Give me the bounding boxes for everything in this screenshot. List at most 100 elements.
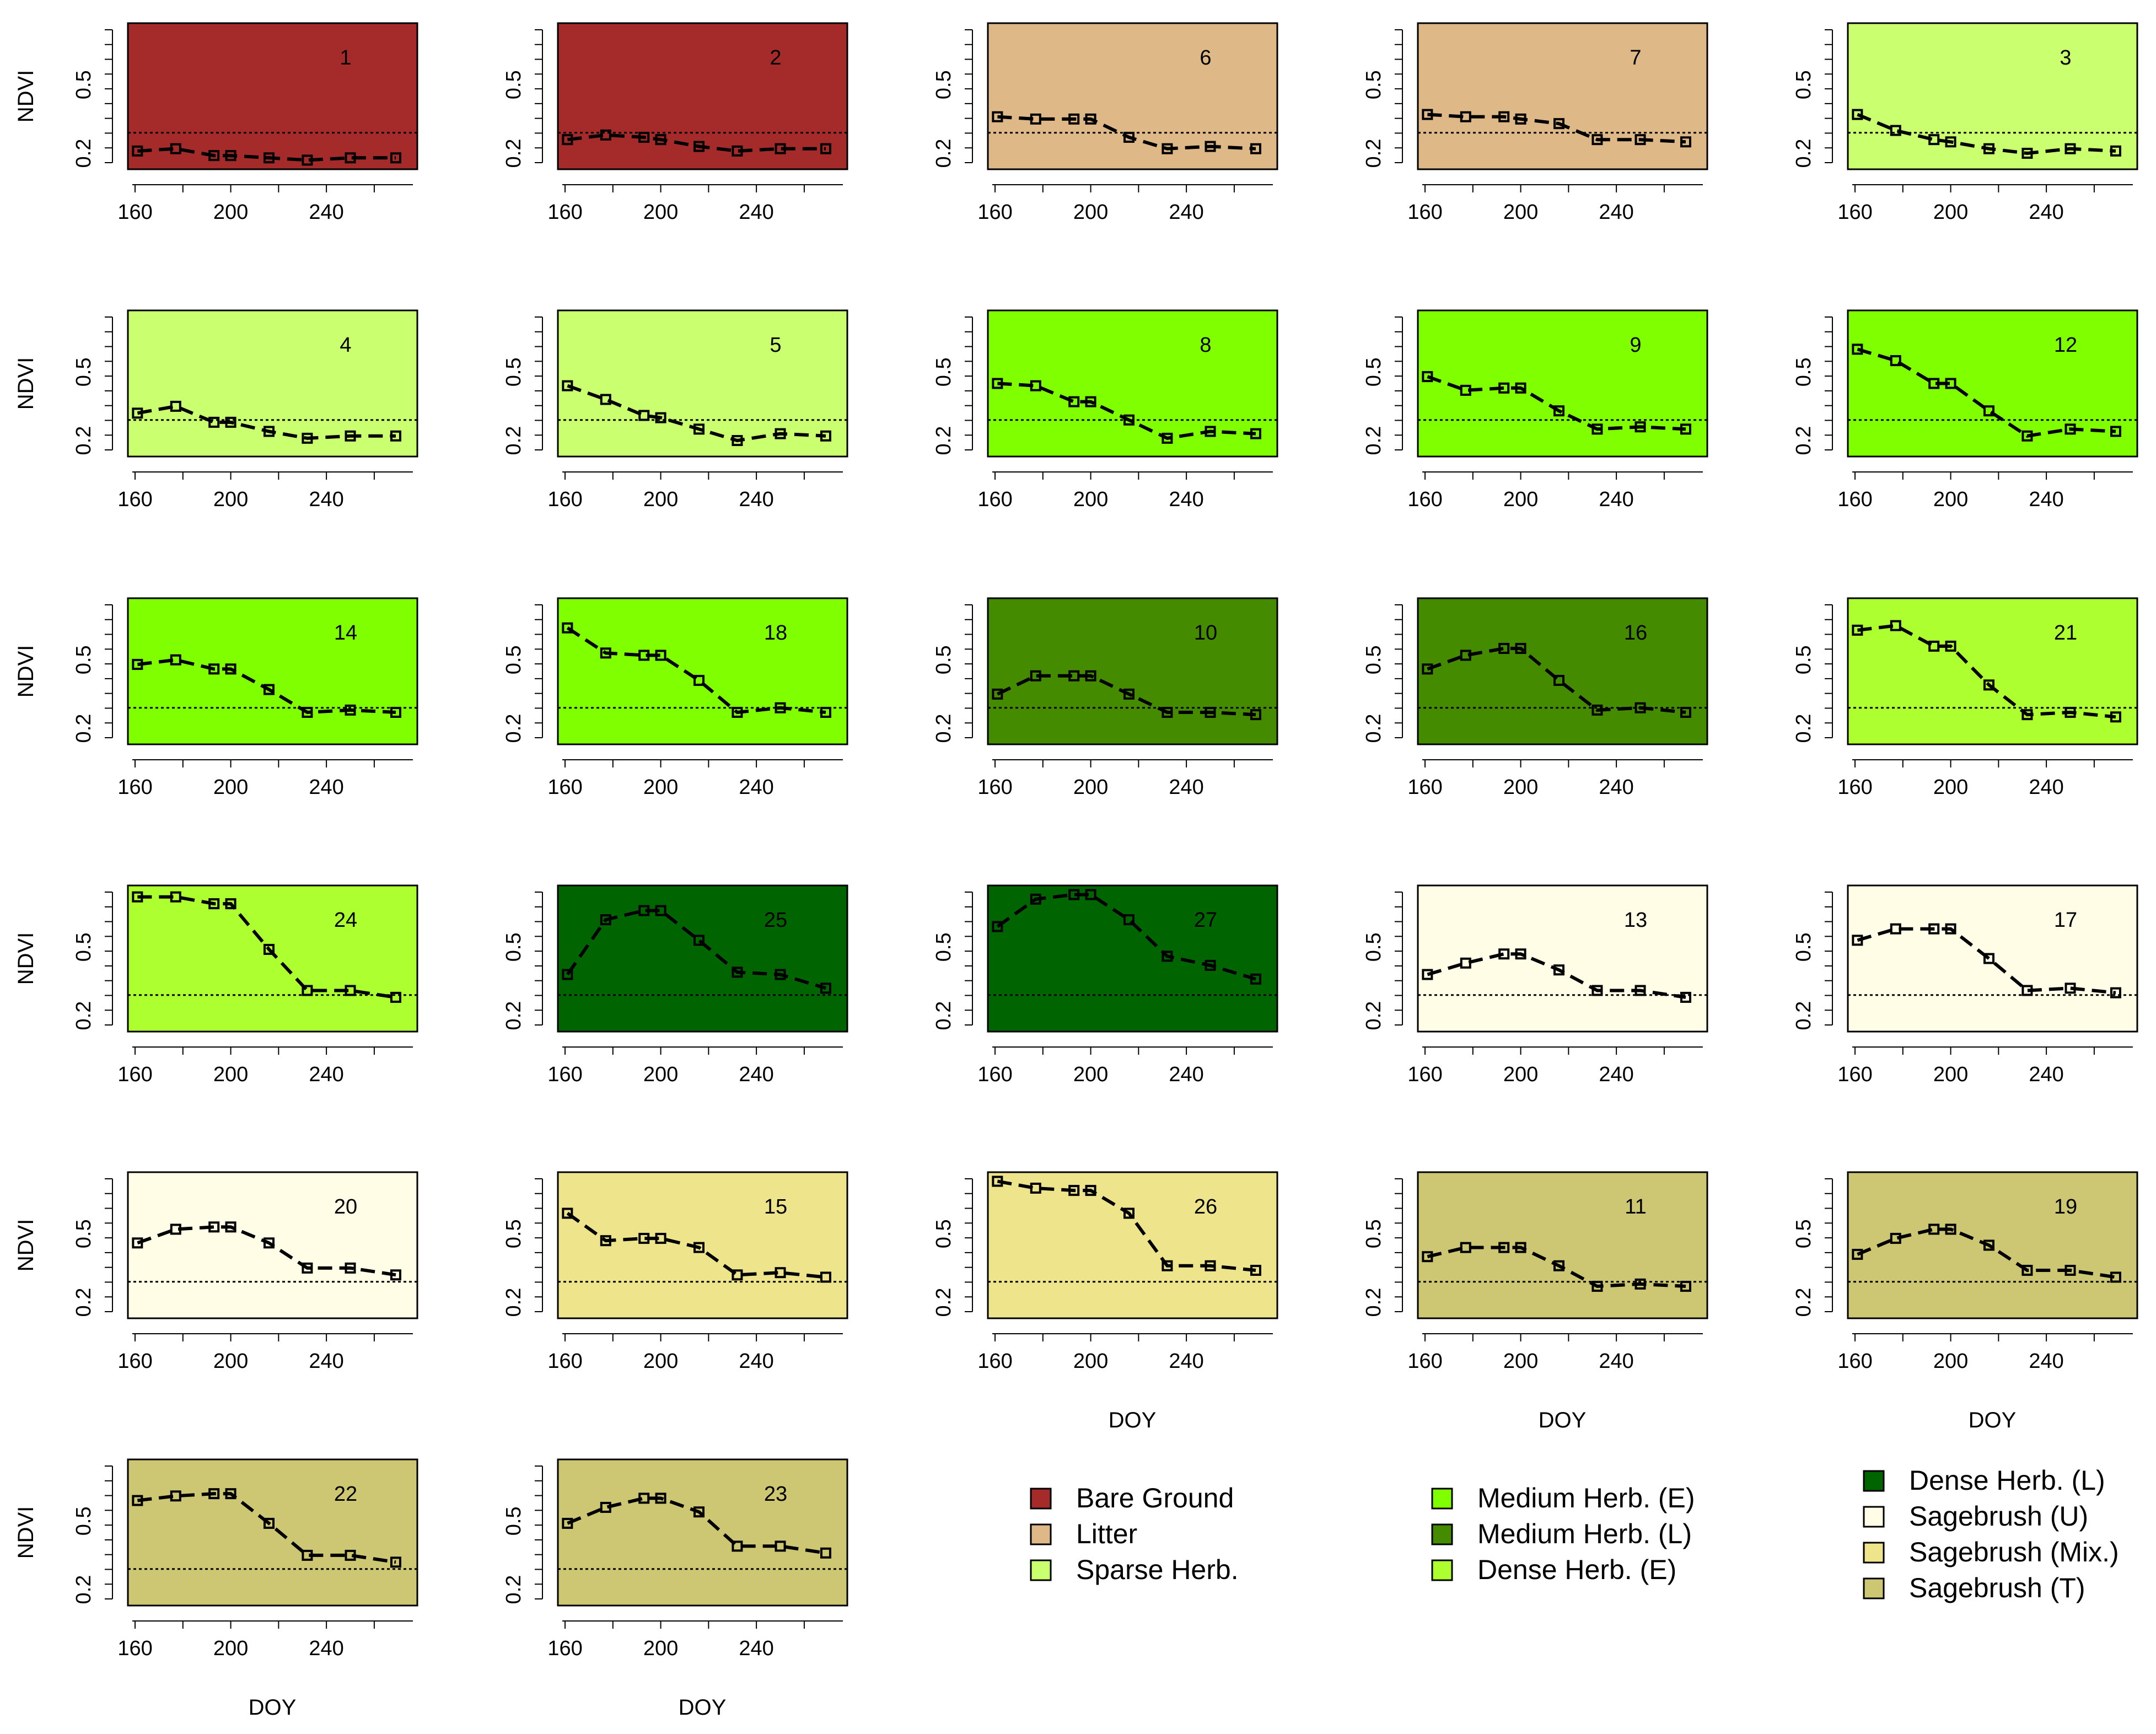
data-point — [1515, 948, 1526, 960]
x-tick-label: 240 — [739, 201, 773, 224]
data-point — [1422, 371, 1433, 383]
panel-frame — [127, 1171, 418, 1319]
panel-label: 21 — [2054, 621, 2077, 645]
data-point — [1983, 143, 1994, 154]
x-tick-label: 160 — [1837, 776, 1872, 799]
y-tick-label: 0.2 — [1362, 139, 1385, 168]
y-axis-title: NDVI — [14, 70, 38, 123]
panel-label: 5 — [770, 334, 781, 357]
panel-8: 8 0.2 0.5 160 200 240 — [932, 309, 1278, 511]
data-point — [1592, 704, 1603, 716]
panel-15: 15 0.2 0.5 160 200 240 — [502, 1171, 848, 1373]
ndvi-series-line — [567, 384, 826, 443]
panel-frame — [1847, 22, 2138, 170]
data-point — [1068, 396, 1080, 407]
x-tick-label: 200 — [643, 1637, 678, 1660]
legend-item: Sagebrush (U) — [1863, 1501, 2088, 1532]
data-point — [208, 898, 220, 910]
data-point — [1945, 923, 1956, 935]
data-point — [1945, 136, 1956, 148]
y-tick-label: 0.2 — [72, 139, 95, 168]
data-point — [2021, 148, 2033, 159]
panel-frame — [987, 597, 1278, 745]
data-point — [1515, 382, 1526, 394]
data-point — [1553, 964, 1564, 976]
ndvi-series-line — [566, 909, 826, 990]
panel-20: 20 0.2 0.5 NDVI 160 200 240 — [14, 1171, 418, 1373]
y-axis-title: NDVI — [14, 1506, 38, 1559]
data-point — [1553, 1260, 1564, 1271]
x-tick-label: 160 — [547, 1350, 582, 1373]
data-point — [2110, 987, 2121, 998]
panel-background — [558, 885, 847, 1032]
panel-4: 4 0.2 0.5 NDVI 160 200 240 — [14, 309, 418, 511]
x-tick-label: 240 — [2029, 1063, 2063, 1086]
data-point — [1460, 957, 1471, 969]
data-point — [562, 1207, 573, 1219]
ndvi-series-line — [137, 147, 396, 162]
data-point — [2110, 1271, 2121, 1283]
data-point — [775, 702, 786, 713]
ndvi-series-line — [566, 1212, 826, 1279]
panel-frame — [1417, 597, 1708, 745]
data-point — [2021, 985, 2033, 996]
data-point — [693, 141, 705, 152]
y-tick-label: 0.2 — [1792, 139, 1815, 168]
data-point — [820, 143, 831, 154]
data-point — [638, 410, 650, 421]
data-point — [1205, 141, 1216, 152]
legend-item: Bare Ground — [1030, 1483, 1234, 1513]
data-point — [1085, 396, 1096, 407]
data-point — [1250, 1265, 1261, 1276]
data-point — [992, 1175, 1003, 1187]
panel-5: 5 0.2 0.5 160 200 240 — [502, 309, 848, 511]
panel-11: 11 0.2 0.5 160 200 240 DOY — [1362, 1171, 1708, 1432]
y-tick-label: 0.5 — [502, 932, 525, 962]
x-tick-label: 160 — [1407, 776, 1442, 799]
panel-frame — [1847, 1171, 2138, 1319]
panel-frame — [557, 1458, 848, 1607]
legend-swatch — [1863, 1506, 1885, 1528]
x-tick-label: 240 — [309, 1063, 343, 1086]
data-point — [2021, 1265, 2033, 1276]
data-point — [1123, 132, 1135, 143]
panel-background — [558, 1459, 847, 1606]
panel-label: 10 — [1194, 621, 1217, 645]
panel-26: 26 0.2 0.5 160 200 240 DOY — [932, 1171, 1278, 1432]
y-tick-label: 0.5 — [1362, 645, 1385, 674]
data-point — [693, 1506, 705, 1518]
y-tick-label: 0.5 — [502, 1506, 525, 1536]
x-tick-label: 200 — [1933, 488, 1968, 511]
panel-label: 8 — [1200, 334, 1211, 357]
x-tick-label: 240 — [739, 1350, 773, 1373]
y-tick-label: 0.5 — [932, 70, 955, 99]
legend-swatch — [1030, 1488, 1052, 1510]
ndvi-series-line — [1857, 1227, 2116, 1279]
ndvi-series-line — [566, 626, 826, 715]
x-tick-label: 160 — [117, 201, 152, 224]
x-tick-label: 200 — [1073, 776, 1108, 799]
ndvi-series-line — [1427, 952, 1686, 999]
data-point — [655, 134, 666, 146]
panel-1: 1 0.2 0.5 NDVI 160 200 240 — [14, 22, 418, 224]
legend-label: Bare Ground — [1076, 1483, 1234, 1513]
x-tick-label: 200 — [1503, 1063, 1538, 1086]
data-point — [562, 1517, 573, 1529]
data-point — [562, 622, 573, 634]
data-point — [1460, 649, 1471, 661]
data-point — [693, 423, 705, 435]
x-axis-title: DOY — [679, 1695, 727, 1720]
data-point — [263, 1237, 275, 1249]
data-point — [225, 1488, 236, 1500]
data-point — [1250, 143, 1261, 154]
ndvi-series-line — [1427, 1246, 1686, 1289]
data-point — [1162, 1260, 1173, 1271]
x-tick-label: 160 — [1407, 1350, 1442, 1373]
data-point — [345, 1549, 356, 1561]
ndvi-series-line — [1857, 112, 2116, 155]
panel-label: 19 — [2054, 1195, 2077, 1218]
panel-24: 24 0.2 0.5 NDVI 160 200 240 — [14, 884, 418, 1086]
y-tick-label: 0.2 — [502, 1001, 525, 1030]
data-point — [2110, 426, 2121, 437]
data-point — [132, 1495, 143, 1506]
